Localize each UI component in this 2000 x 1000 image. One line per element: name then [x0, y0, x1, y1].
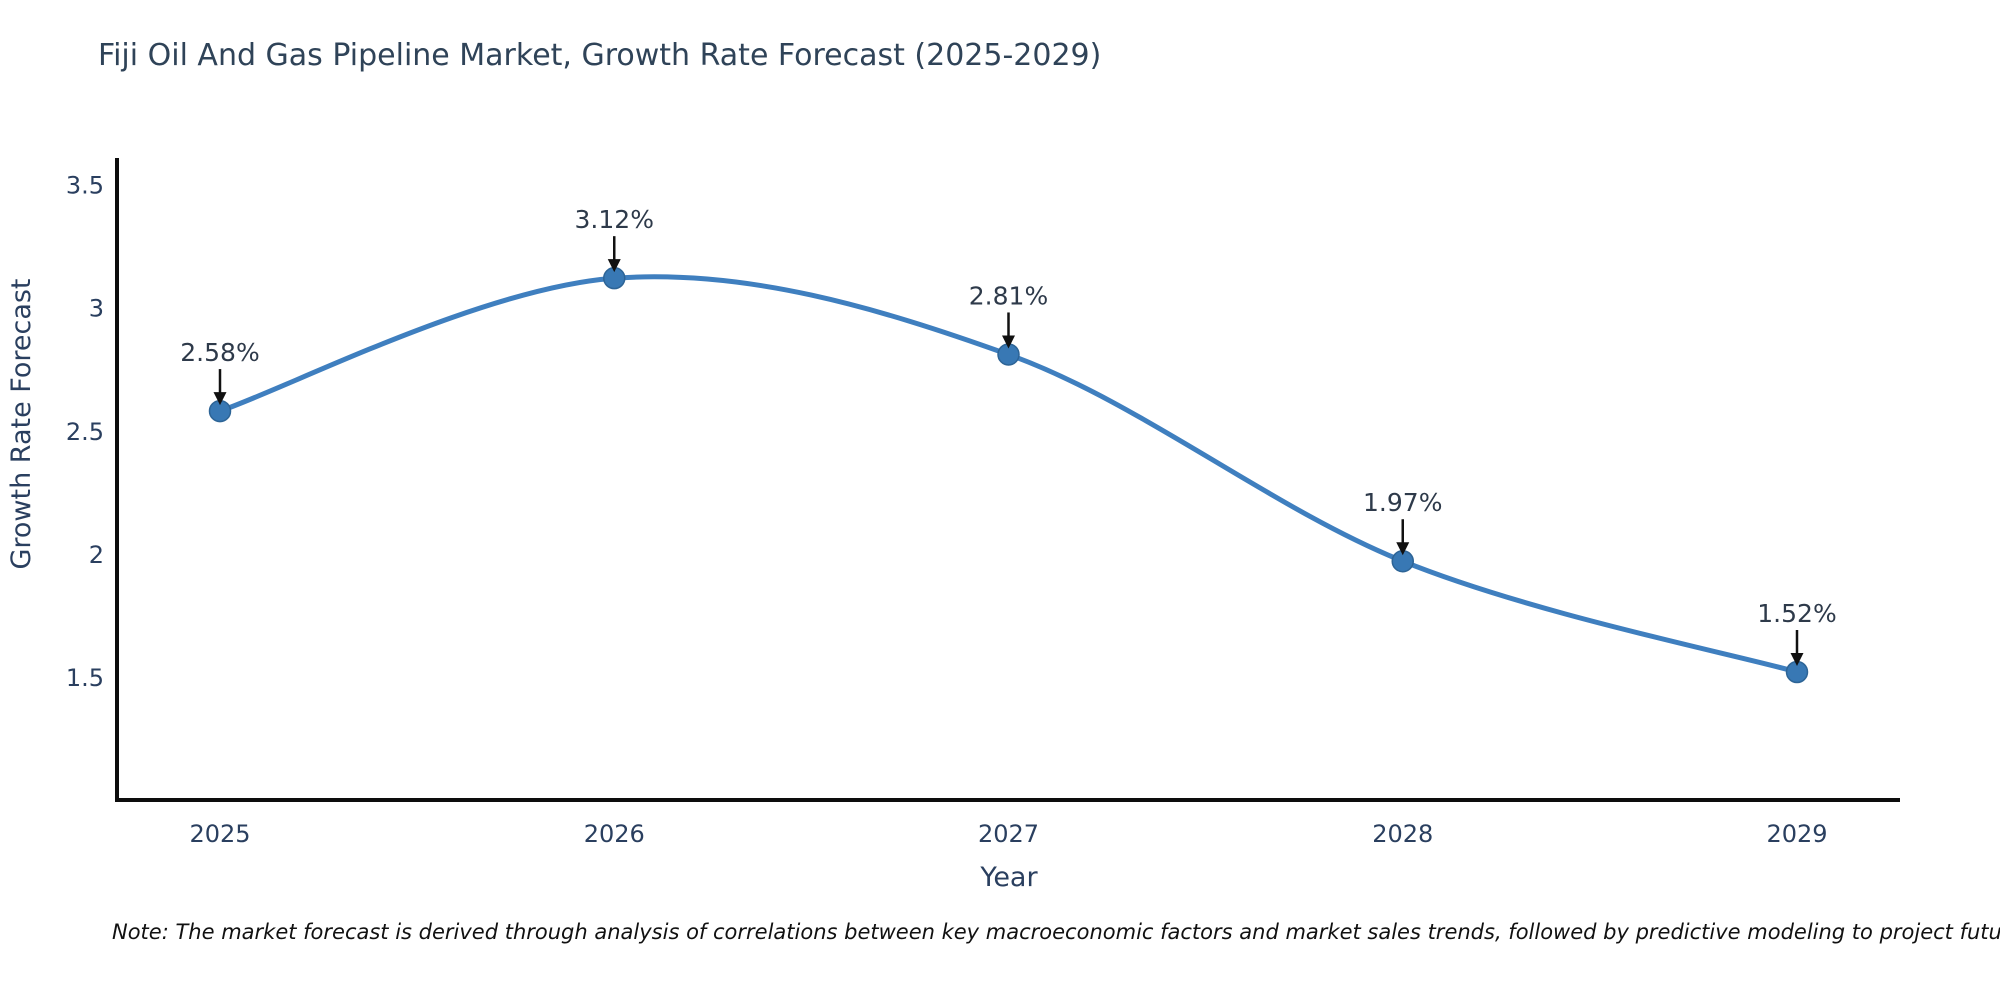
y-axis-title: Growth Rate Forecast — [6, 278, 37, 569]
annotation-arrow-head — [1790, 653, 1804, 666]
x-tick-label: 2026 — [584, 820, 645, 848]
data-point-label: 3.12% — [575, 205, 654, 234]
y-tick-label: 1.5 — [66, 664, 104, 692]
chart-title: Fiji Oil And Gas Pipeline Market, Growth… — [98, 38, 1102, 73]
y-tick-label: 3.5 — [66, 172, 104, 200]
x-tick-label: 2025 — [189, 820, 250, 848]
y-tick-label: 2 — [89, 541, 104, 569]
x-tick-label: 2027 — [978, 820, 1039, 848]
annotation-arrow-head — [1002, 335, 1015, 349]
data-point-label: 2.81% — [969, 281, 1048, 310]
annotation-arrow-head — [607, 259, 621, 273]
annotation-arrow-head — [213, 392, 227, 406]
data-point-label: 1.97% — [1363, 488, 1442, 517]
x-tick-label: 2029 — [1766, 820, 1827, 848]
x-tick-label: 2028 — [1372, 820, 1433, 848]
y-tick-label: 2.5 — [66, 418, 104, 446]
y-tick-label: 3 — [89, 295, 104, 323]
annotation-arrow-head — [1396, 542, 1410, 556]
footnote: Note: The market forecast is derived thr… — [112, 920, 2000, 944]
plot-area: 1.5 2 2.5 3 3.5 2025 2026 2027 2028 2029 2.58% 3.12… — [66, 172, 1837, 848]
data-point-label: 2.58% — [180, 338, 259, 367]
data-point-label: 1.52% — [1757, 599, 1836, 628]
x-axis-title: Year — [979, 862, 1038, 893]
